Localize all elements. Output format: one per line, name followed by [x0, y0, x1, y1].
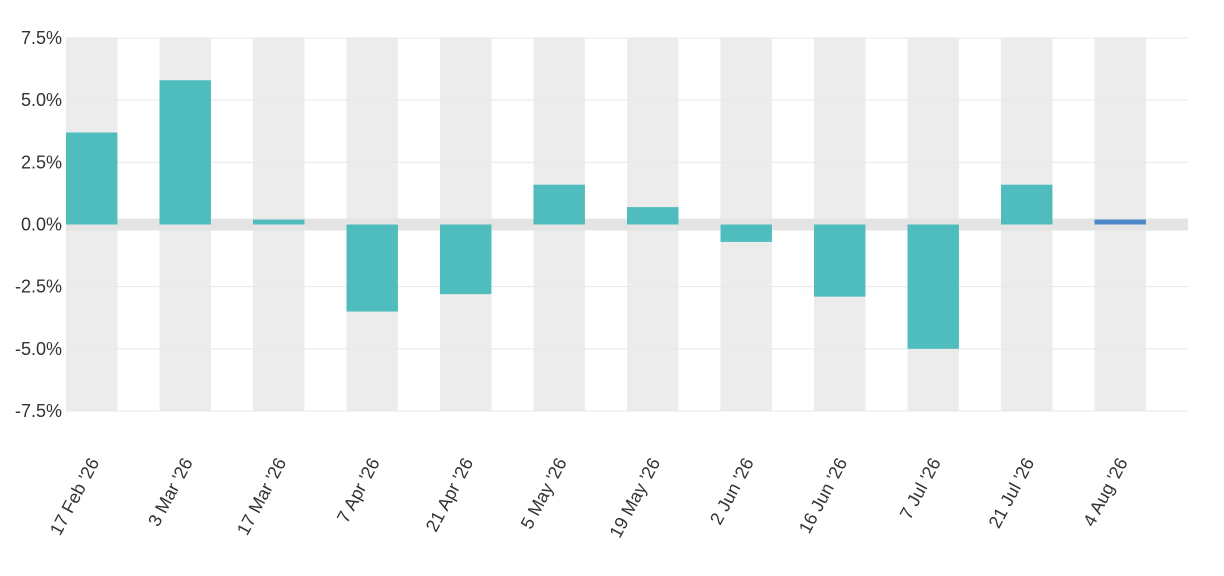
bar[interactable]	[253, 219, 305, 225]
x-tick-label: 7 Apr '26	[333, 454, 384, 526]
y-tick-label: 5.0%	[21, 90, 62, 110]
y-tick-label: 7.5%	[21, 28, 62, 48]
bar[interactable]	[440, 224, 492, 295]
x-tick-label: 21 Apr '26	[422, 454, 477, 534]
y-tick-label: -2.5%	[15, 277, 62, 297]
bar[interactable]	[1094, 219, 1146, 225]
bar[interactable]	[346, 224, 398, 312]
y-tick-label: 0.0%	[21, 215, 62, 235]
bar[interactable]	[907, 224, 959, 349]
x-tick-label: 16 Jun '26	[795, 454, 851, 536]
x-tick-label: 5 May '26	[517, 454, 571, 532]
x-tick-label: 7 Jul '26	[896, 454, 945, 522]
bar[interactable]	[533, 184, 585, 225]
bars	[66, 80, 1146, 349]
x-tick-label: 19 May '26	[606, 454, 665, 541]
x-axis-tick-labels: 17 Feb '26 3 Mar '26 17 Mar '26 7 Apr '26 21…	[46, 454, 1132, 541]
x-tick-label: 4 Aug '26	[1079, 454, 1132, 529]
y-tick-label: -7.5%	[15, 401, 62, 421]
y-axis-tick-labels: 7.5% 5.0% 2.5% 0.0% -2.5% -5.0% -7.5%	[15, 28, 62, 421]
bar[interactable]	[814, 224, 866, 297]
y-tick-label: 2.5%	[21, 152, 62, 172]
bar[interactable]	[66, 132, 118, 225]
bar[interactable]	[1001, 184, 1053, 225]
bar[interactable]	[720, 224, 772, 242]
x-tick-label: 2 Jun '26	[706, 454, 758, 527]
y-tick-label: -5.0%	[15, 339, 62, 359]
x-tick-label: 3 Mar '26	[144, 454, 197, 529]
x-tick-label: 17 Feb '26	[46, 454, 103, 538]
x-tick-label: 21 Jul '26	[985, 454, 1039, 531]
bar[interactable]	[627, 207, 679, 225]
x-tick-label: 17 Mar '26	[233, 454, 290, 538]
bar[interactable]	[159, 80, 211, 225]
